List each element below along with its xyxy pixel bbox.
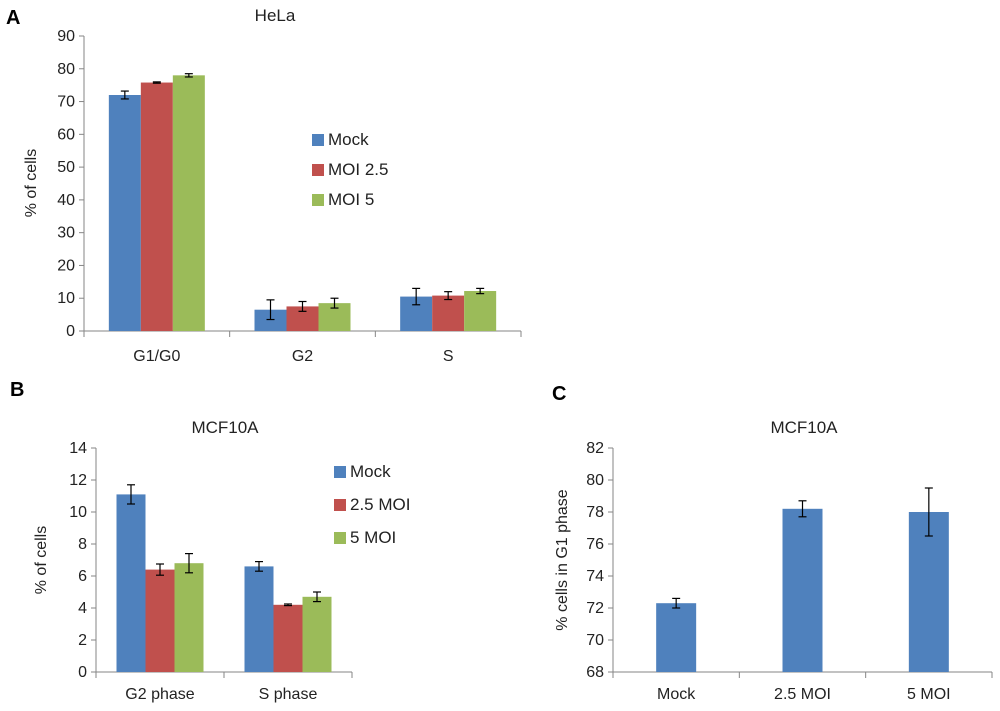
category-label: S phase [259, 686, 318, 703]
category-label: G2 [292, 348, 313, 365]
y-axis-label: % of cells [33, 526, 50, 594]
bar-5-moi [302, 596, 332, 672]
panel-letter-a: A [6, 7, 20, 29]
chart-title: MCF10A [191, 418, 259, 437]
y-tick-label: 2 [78, 632, 87, 649]
bar-mock [244, 566, 274, 672]
y-tick-label: 8 [78, 536, 87, 553]
y-tick-label: 70 [57, 94, 75, 111]
chart-title: MCF10A [770, 418, 838, 437]
y-tick-label: 12 [69, 472, 87, 489]
legend-label: MOI 2.5 [328, 160, 388, 179]
y-tick-label: 68 [586, 664, 604, 681]
bar-2-5-moi [273, 604, 303, 672]
y-tick-label: 80 [586, 472, 604, 489]
y-tick-label: 10 [57, 290, 75, 307]
y-tick-label: 90 [57, 28, 75, 45]
y-tick-label: 70 [586, 632, 604, 649]
y-tick-label: 14 [69, 440, 87, 457]
legend-label: MOI 5 [328, 190, 374, 209]
y-axis-label: % cells in G1 phase [554, 489, 571, 631]
chart-mcf10a-g1: MCF10A % cells in G1 phase 68 70 72 74 76 78 80 8… [554, 418, 993, 703]
chart-mcf10a-phases: MCF10A % of cells 0 2 4 6 8 10 12 14 G2 phase S pha… [33, 418, 410, 703]
bar-mock [254, 309, 287, 331]
y-tick-label: 76 [586, 536, 604, 553]
legend-swatch [312, 164, 324, 176]
bar-moi-5 [172, 75, 205, 331]
chart-title: HeLa [255, 6, 296, 25]
bar-moi-5 [464, 291, 497, 331]
y-tick-label: 82 [586, 440, 604, 457]
y-tick-label: 78 [586, 504, 604, 521]
category-label: S [443, 348, 454, 365]
panel-letter-c: C [552, 383, 566, 405]
bar-value [656, 603, 697, 672]
y-tick-label: 72 [586, 600, 604, 617]
y-tick-label: 10 [69, 504, 87, 521]
y-tick-label: 20 [57, 257, 75, 274]
y-tick-label: 60 [57, 126, 75, 143]
category-label: 2.5 MOI [774, 686, 831, 703]
y-tick-label: 30 [57, 225, 75, 242]
bar-value [908, 512, 949, 672]
bar-moi-2-5 [432, 295, 465, 331]
category-label: G1/G0 [133, 348, 180, 365]
y-tick-label: 0 [78, 664, 87, 681]
legend-label: Mock [350, 462, 391, 481]
y-tick-label: 80 [57, 61, 75, 78]
legend-swatch [334, 499, 346, 511]
y-tick-label: 50 [57, 159, 75, 176]
bar-2-5-moi [145, 569, 175, 672]
y-tick-label: 0 [66, 323, 75, 340]
y-axis-label: % of cells [23, 149, 40, 217]
legend-swatch [312, 134, 324, 146]
category-label: G2 phase [125, 686, 194, 703]
legend-swatch [334, 532, 346, 544]
bar-mock [108, 95, 141, 331]
bar-moi-2-5 [140, 82, 173, 332]
panel-letter-b: B [10, 379, 24, 401]
bar-value [782, 508, 823, 672]
bar-5-moi [174, 563, 204, 672]
category-label: 5 MOI [907, 686, 951, 703]
legend-label: Mock [328, 130, 369, 149]
y-tick-label: 74 [586, 568, 604, 585]
category-label: Mock [657, 686, 696, 703]
chart-hela: HeLa % of cells 0 10 20 30 40 50 60 70 80 90 G1/G0 G2… [23, 6, 522, 365]
y-tick-label: 4 [78, 600, 87, 617]
y-tick-label: 40 [57, 192, 75, 209]
legend-label: 5 MOI [350, 528, 396, 547]
legend-label: 2.5 MOI [350, 495, 410, 514]
legend-swatch [312, 194, 324, 206]
legend-swatch [334, 466, 346, 478]
bar-mock [116, 494, 146, 672]
y-tick-label: 6 [78, 568, 87, 585]
